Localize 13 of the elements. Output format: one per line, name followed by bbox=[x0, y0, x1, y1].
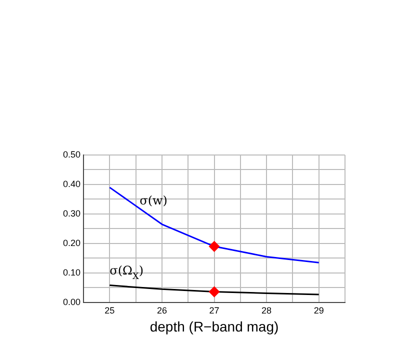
y-tick-label: 0.40 bbox=[62, 178, 81, 189]
y-tick-label: 0.50 bbox=[62, 149, 81, 160]
x-tick-label: 28 bbox=[262, 305, 272, 316]
y-tick-label: 0.10 bbox=[62, 267, 81, 278]
y-tick-label: 0.30 bbox=[62, 208, 81, 218]
x-tick-label: 27 bbox=[209, 305, 220, 316]
y-tick-label: 0.00 bbox=[62, 296, 81, 307]
x-tick-label: 25 bbox=[104, 305, 115, 316]
y-tick-label: 0.20 bbox=[62, 238, 81, 248]
x-tick-label: 26 bbox=[156, 305, 167, 316]
x-tick-label: 29 bbox=[314, 305, 324, 316]
x-axis-title: depth (R−band mag) bbox=[150, 318, 279, 334]
series-label: σ(w) bbox=[140, 194, 168, 208]
